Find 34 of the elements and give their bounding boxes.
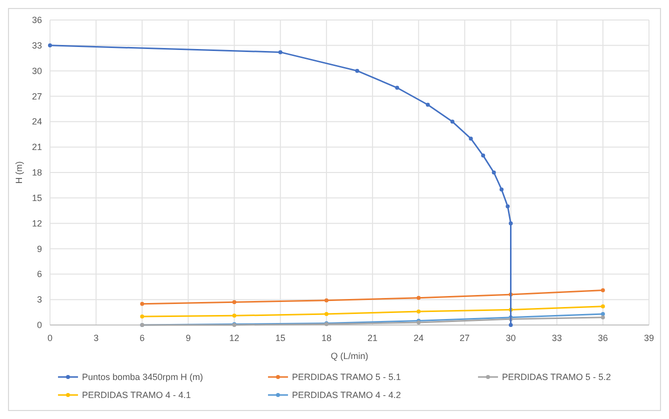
y-axis-title: H (m) [14, 161, 24, 184]
x-tick-label: 27 [460, 333, 470, 343]
x-tick-label: 9 [186, 333, 191, 343]
x-tick-label: 33 [552, 333, 562, 343]
y-tick-label: 6 [36, 269, 42, 280]
legend-label: PERDIDAS TRAMO 4 - 4.1 [82, 390, 191, 400]
y-tick-label: 12 [32, 218, 42, 228]
x-tick-label: 36 [598, 333, 608, 343]
legend-label: PERDIDAS TRAMO 5 - 5.2 [502, 372, 611, 382]
y-tick-label: 24 [32, 116, 42, 127]
y-tick-label: 36 [32, 15, 42, 25]
x-tick-label: 24 [414, 333, 424, 343]
y-tick-label: 33 [32, 40, 42, 50]
y-tick-label: 3 [36, 294, 42, 305]
legend-label: Puntos bomba 3450rpm H (m) [82, 372, 204, 382]
y-tick-label: 21 [32, 142, 42, 152]
x-axis-title: Q (L/min) [330, 351, 368, 361]
y-tick-label: 27 [32, 91, 42, 102]
y-tick-label: 30 [32, 66, 42, 76]
x-tick-label: 0 [47, 333, 53, 343]
y-tick-label: 15 [32, 192, 42, 203]
x-tick-label: 39 [644, 333, 654, 343]
x-tick-label: 21 [368, 333, 378, 343]
x-tick-label: 15 [275, 333, 286, 343]
x-tick-label: 3 [94, 333, 99, 343]
x-tick-label: 12 [229, 333, 240, 343]
y-tick-label: 18 [32, 168, 42, 178]
legend-label: PERDIDAS TRAMO 5 - 5.1 [292, 372, 401, 382]
y-tick-label: 9 [36, 244, 42, 254]
x-tick-label: 18 [321, 333, 332, 343]
x-tick-label: 30 [506, 333, 516, 343]
legend-label: PERDIDAS TRAMO 4 - 4.2 [292, 390, 401, 400]
y-tick-label: 0 [36, 320, 42, 330]
x-tick-label: 6 [140, 333, 145, 343]
